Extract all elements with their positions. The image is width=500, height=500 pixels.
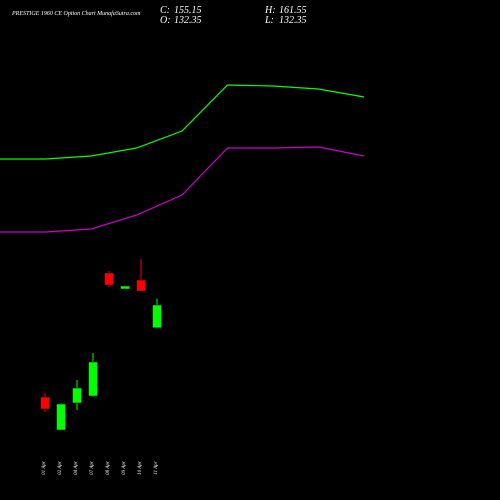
ohlc-label: C: bbox=[160, 5, 170, 16]
band-line bbox=[0, 146, 365, 233]
candle-body bbox=[72, 387, 82, 404]
x-tick-label: 01 Apr bbox=[42, 461, 47, 475]
ohlc-label: H: bbox=[264, 5, 276, 16]
candle-body bbox=[56, 403, 66, 431]
x-tick-label: 08 Apr bbox=[106, 461, 111, 475]
chart-title: PRESTIGE 1960 CE Option Chart MunafaSutr… bbox=[11, 10, 141, 17]
x-tick-label: 04 Apr bbox=[74, 461, 79, 475]
x-tick-label: 02 Apr bbox=[58, 461, 63, 475]
candle-body bbox=[136, 279, 146, 292]
x-tick-label: 11 Apr bbox=[154, 461, 159, 474]
ohlc-value: 161.55 bbox=[279, 5, 307, 16]
band-line bbox=[0, 84, 365, 160]
ohlc-label: O: bbox=[160, 15, 171, 26]
ohlc-label: L: bbox=[264, 15, 274, 26]
candle-body bbox=[88, 361, 98, 397]
candle-body bbox=[104, 272, 114, 286]
x-tick-label: 10 Apr bbox=[138, 461, 143, 475]
candle-body bbox=[40, 396, 50, 410]
ohlc-value: 132.35 bbox=[279, 15, 307, 26]
x-tick-label: 09 Apr bbox=[122, 461, 127, 475]
candle-body bbox=[152, 304, 162, 329]
candle-body bbox=[120, 285, 130, 290]
x-tick-label: 07 Apr bbox=[90, 461, 95, 475]
ohlc-value: 132.35 bbox=[174, 15, 202, 26]
ohlc-value: 155.15 bbox=[174, 5, 202, 16]
